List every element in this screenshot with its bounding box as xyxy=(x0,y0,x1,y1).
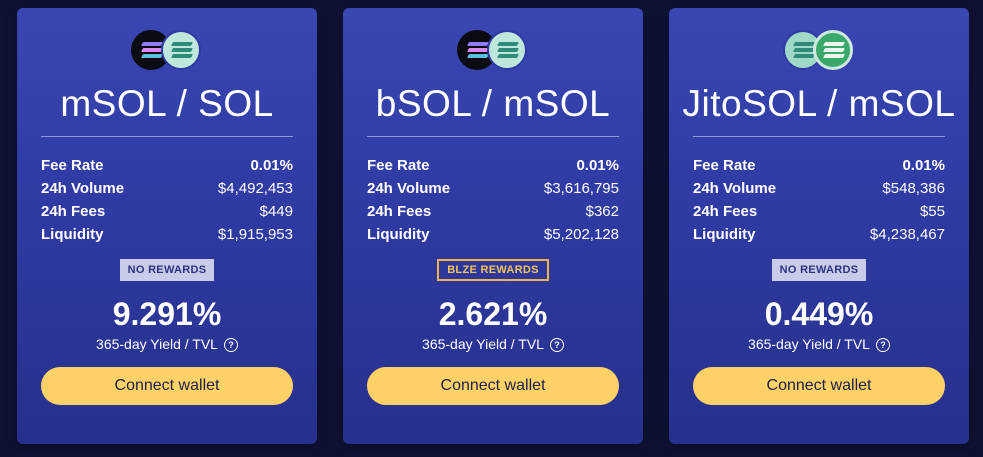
yield-value: 2.621% xyxy=(438,296,548,332)
stat-value: 0.01% xyxy=(902,157,945,174)
stat-label: Fee Rate xyxy=(367,157,430,174)
stat-value: $1,915,953 xyxy=(217,226,293,243)
token-pair-icons xyxy=(343,30,643,70)
pool-stats: Fee Rate 0.01% 24h Volume $4,492,453 24h… xyxy=(41,154,293,246)
rewards-area: NO REWARDS xyxy=(669,259,969,281)
rewards-badge: NO REWARDS xyxy=(119,259,215,281)
pair-title: JitoSOL / mSOL xyxy=(682,83,956,124)
msol-icon xyxy=(487,30,527,70)
stat-fee-rate: Fee Rate 0.01% xyxy=(41,154,293,177)
stat-label: Liquidity xyxy=(693,226,756,243)
pool-card-bsol-msol: bSOL / mSOL Fee Rate 0.01% 24h Volume $3… xyxy=(343,8,643,444)
stat-label: 24h Fees xyxy=(41,203,106,220)
stat-label: 24h Volume xyxy=(41,180,125,197)
stat-fee-rate: Fee Rate 0.01% xyxy=(367,154,619,177)
stat-liquidity: Liquidity $1,915,953 xyxy=(41,223,293,246)
stat-label: Liquidity xyxy=(41,226,104,243)
msol-icon xyxy=(813,30,853,70)
pool-card-msol-sol: mSOL / SOL Fee Rate 0.01% 24h Volume $4,… xyxy=(17,8,317,444)
yield-label: 365-day Yield / TVL xyxy=(96,336,218,352)
stat-24h-fees: 24h Fees $362 xyxy=(367,200,619,223)
stat-value: 0.01% xyxy=(250,157,293,174)
sol-icon xyxy=(161,30,201,70)
yield-value: 0.449% xyxy=(764,296,874,332)
connect-wallet-button[interactable]: Connect wallet xyxy=(367,367,619,405)
stat-label: 24h Fees xyxy=(367,203,432,220)
stat-label: Liquidity xyxy=(367,226,430,243)
stat-value: $4,492,453 xyxy=(217,180,293,197)
connect-wallet-button[interactable]: Connect wallet xyxy=(41,367,293,405)
divider xyxy=(693,136,945,137)
stat-24h-fees: 24h Fees $55 xyxy=(693,200,945,223)
pool-stats: Fee Rate 0.01% 24h Volume $548,386 24h F… xyxy=(693,154,945,246)
rewards-badge: NO REWARDS xyxy=(771,259,867,281)
stat-value: 0.01% xyxy=(576,157,619,174)
rewards-badge: BLZE REWARDS xyxy=(437,259,549,281)
stat-24h-volume: 24h Volume $548,386 xyxy=(693,177,945,200)
stat-value: $362 xyxy=(585,203,619,220)
rewards-area: NO REWARDS xyxy=(17,259,317,281)
help-icon[interactable]: ? xyxy=(875,338,890,352)
stat-label: Fee Rate xyxy=(693,157,756,174)
stat-value: $55 xyxy=(919,203,945,220)
yield-label-row: 365-day Yield / TVL? xyxy=(669,334,969,354)
stat-value: $3,616,795 xyxy=(543,180,619,197)
divider xyxy=(41,136,293,137)
stat-24h-fees: 24h Fees $449 xyxy=(41,200,293,223)
help-icon[interactable]: ? xyxy=(549,338,564,352)
pool-stats: Fee Rate 0.01% 24h Volume $3,616,795 24h… xyxy=(367,154,619,246)
token-pair-icons xyxy=(17,30,317,70)
stat-value: $4,238,467 xyxy=(869,226,945,243)
stat-label: Fee Rate xyxy=(41,157,104,174)
stat-label: 24h Fees xyxy=(693,203,758,220)
stat-liquidity: Liquidity $4,238,467 xyxy=(693,223,945,246)
yield-label-row: 365-day Yield / TVL? xyxy=(343,334,643,354)
stat-liquidity: Liquidity $5,202,128 xyxy=(367,223,619,246)
stat-24h-volume: 24h Volume $3,616,795 xyxy=(367,177,619,200)
yield-value: 9.291% xyxy=(112,296,222,332)
help-icon[interactable]: ? xyxy=(223,338,238,352)
yield-label: 365-day Yield / TVL xyxy=(748,336,870,352)
connect-wallet-button[interactable]: Connect wallet xyxy=(693,367,945,405)
pair-title: bSOL / mSOL xyxy=(375,83,611,124)
rewards-area: BLZE REWARDS xyxy=(343,259,643,281)
stat-label: 24h Volume xyxy=(693,180,777,197)
pair-title: mSOL / SOL xyxy=(60,83,274,124)
pool-card-jitosol-msol: JitoSOL / mSOL Fee Rate 0.01% 24h Volume… xyxy=(669,8,969,444)
stat-value: $548,386 xyxy=(882,180,945,197)
stat-value: $5,202,128 xyxy=(543,226,619,243)
yield-label-row: 365-day Yield / TVL? xyxy=(17,334,317,354)
stat-value: $449 xyxy=(259,203,293,220)
token-pair-icons xyxy=(669,30,969,70)
divider xyxy=(367,136,619,137)
stat-fee-rate: Fee Rate 0.01% xyxy=(693,154,945,177)
stat-24h-volume: 24h Volume $4,492,453 xyxy=(41,177,293,200)
yield-label: 365-day Yield / TVL xyxy=(422,336,544,352)
stat-label: 24h Volume xyxy=(367,180,451,197)
